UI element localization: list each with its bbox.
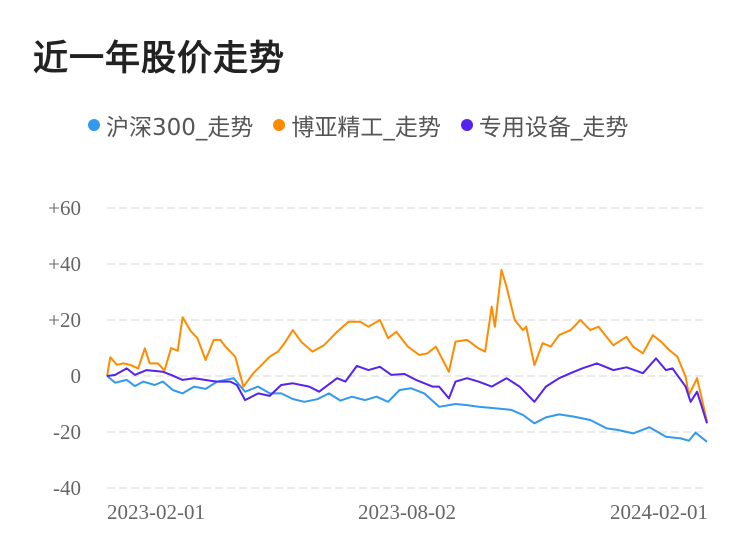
y-tick-label: +60 [48,196,81,220]
y-tick-label: -20 [53,420,81,444]
legend-item-boya[interactable]: 博亚精工_走势 [273,108,441,142]
grid-lines [107,207,707,489]
legend-label: 沪深300_走势 [106,115,254,141]
series-line-1 [106,268,708,422]
legend-dot [460,119,473,131]
x-tick-label: 2024-02-01 [610,500,708,524]
chart-title: 近一年股价走势 [33,39,286,79]
series-line-2 [106,357,708,424]
y-tick-label: +40 [48,252,81,276]
legend-item-csi300[interactable]: 沪深300_走势 [88,108,253,142]
legend-dot [88,119,100,131]
x-tick-label: 2023-08-02 [358,500,456,524]
legend-label: 专用设备_走势 [478,115,629,141]
legend: 沪深300_走势 博亚精工_走势 专用设备_走势 [88,108,628,142]
y-tick-label: +20 [48,308,81,332]
legend-dot [273,119,286,131]
series-line-0 [106,375,708,443]
series-lines [106,268,708,443]
legend-item-equipment[interactable]: 专用设备_走势 [460,108,629,142]
legend-label: 博亚精工_走势 [291,115,441,141]
x-axis-ticks: 2023-02-01 2023-08-02 2024-02-01 [107,500,708,524]
y-tick-label: 0 [71,364,82,388]
y-tick-label: -40 [53,476,81,500]
x-tick-label: 2023-02-01 [107,500,205,524]
y-axis-ticks: +60 +40 +20 0 -20 -40 [48,196,81,500]
